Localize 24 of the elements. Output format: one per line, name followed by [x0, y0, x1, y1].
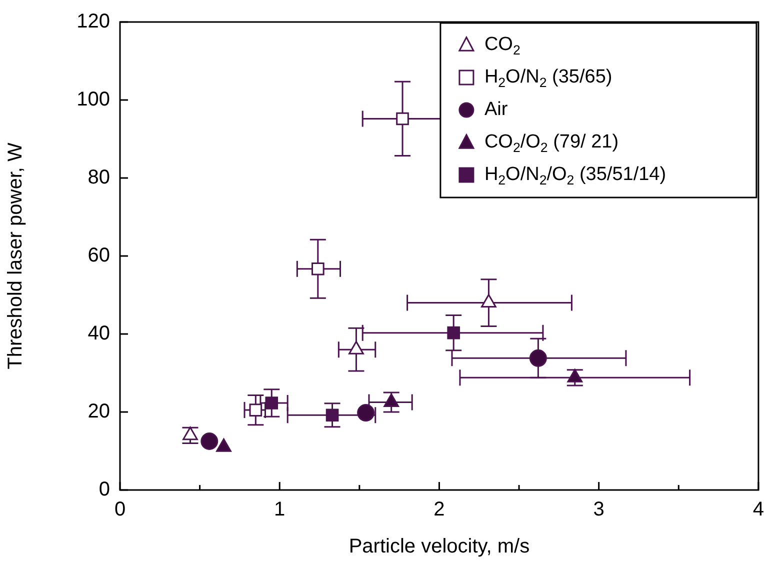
y-axis-title: Threshold laser power, W: [4, 142, 27, 370]
y-tick-label: 100: [76, 88, 110, 111]
point: [447, 326, 460, 340]
x-axis-title: Particle velocity, m/s: [348, 536, 530, 558]
point: [529, 349, 547, 367]
x-tick-label: 1: [274, 498, 286, 521]
point: [357, 404, 375, 422]
y-tick-label: 80: [88, 166, 110, 189]
y-tick-label: 60: [88, 244, 110, 267]
x-tick-label: 0: [114, 498, 126, 521]
point: [326, 408, 339, 422]
x-tick-label: 4: [752, 498, 764, 521]
point: [265, 396, 278, 410]
x-tick-label: 3: [593, 498, 604, 521]
legend-label: Air: [484, 99, 508, 120]
y-tick-label: 120: [76, 10, 110, 33]
y-tick-label: 0: [98, 478, 110, 501]
point: [396, 112, 409, 126]
y-tick-label: 20: [88, 400, 110, 423]
point: [249, 404, 262, 416]
point: [312, 262, 324, 276]
x-tick-label: 2: [434, 498, 445, 521]
point: [200, 432, 218, 450]
y-tick-label: 40: [88, 322, 110, 345]
